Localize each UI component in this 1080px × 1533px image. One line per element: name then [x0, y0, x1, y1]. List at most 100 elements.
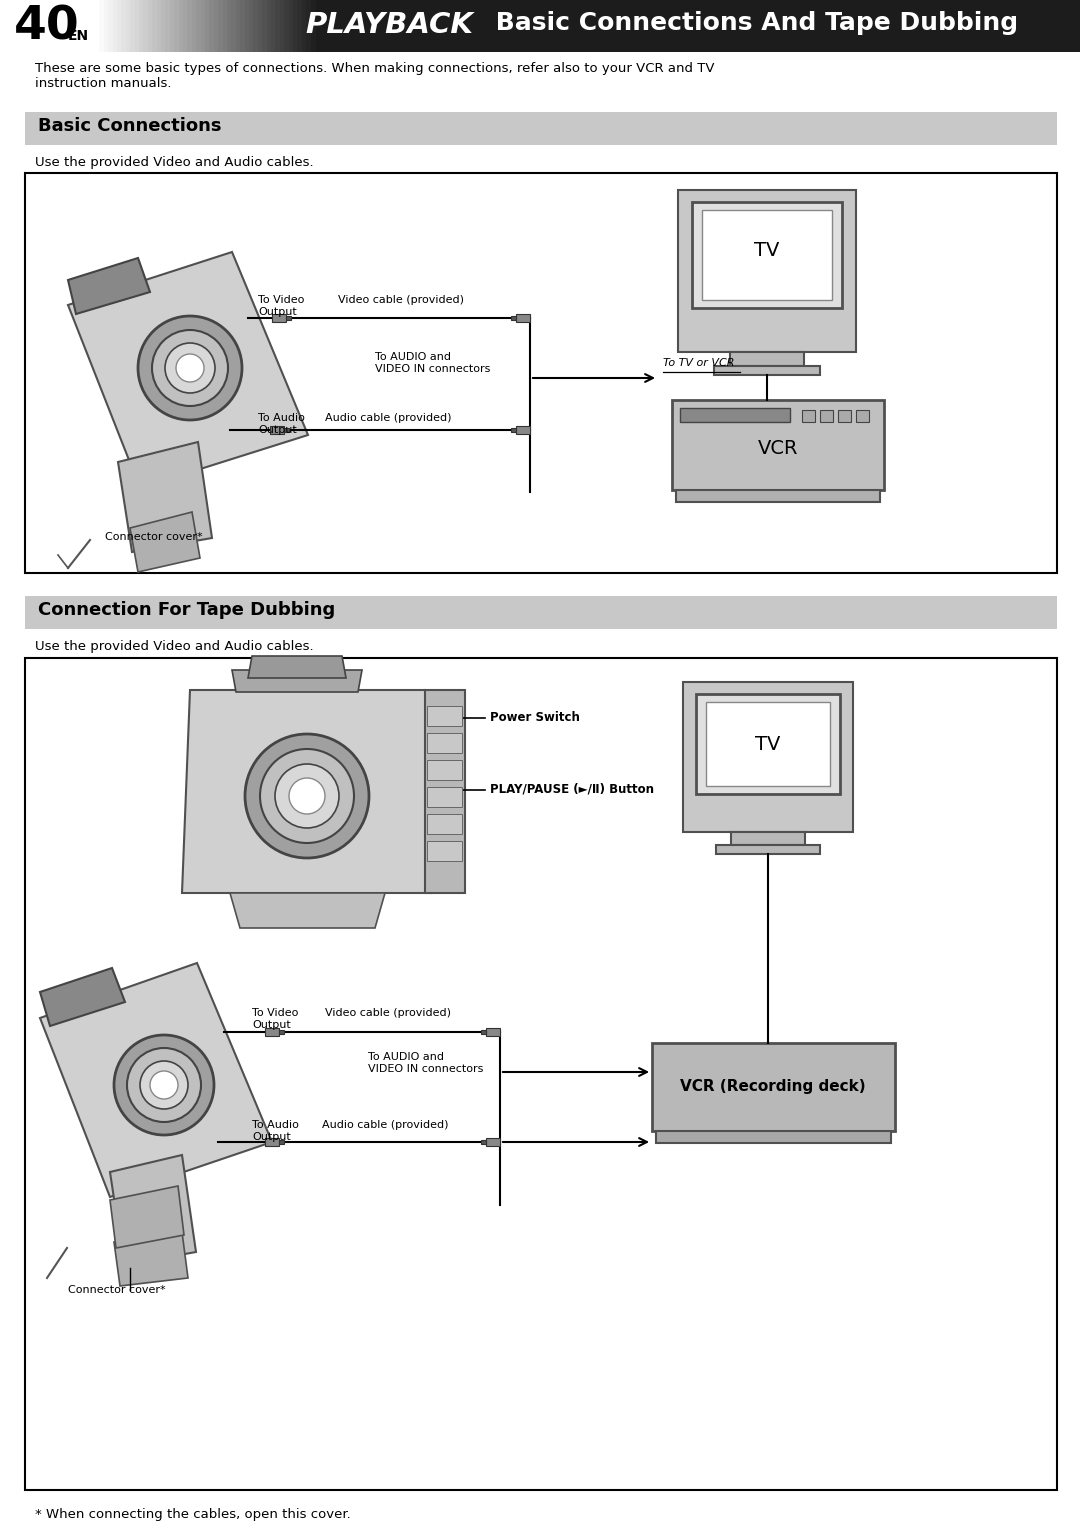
Polygon shape — [426, 690, 465, 894]
Text: Video cable (provided): Video cable (provided) — [338, 294, 464, 305]
Polygon shape — [680, 408, 789, 422]
Text: Connector cover*: Connector cover* — [105, 532, 203, 543]
Bar — [481, 1141, 486, 1144]
Bar — [135, 0, 140, 52]
Bar — [0, 0, 1080, 52]
Bar — [280, 0, 285, 52]
Bar — [125, 0, 131, 52]
Bar — [139, 0, 145, 52]
Text: Video cable (provided): Video cable (provided) — [325, 1009, 451, 1018]
Text: To Video
Output: To Video Output — [252, 1009, 298, 1030]
Text: To TV or VCR: To TV or VCR — [663, 359, 734, 368]
Text: PLAYBACK: PLAYBACK — [305, 11, 473, 38]
Polygon shape — [706, 702, 831, 786]
Polygon shape — [656, 1131, 891, 1144]
Bar — [511, 428, 516, 432]
Bar — [297, 0, 302, 52]
Bar — [231, 0, 237, 52]
Bar — [284, 428, 289, 432]
Circle shape — [275, 763, 339, 828]
Polygon shape — [692, 202, 842, 308]
Bar — [240, 0, 245, 52]
Bar — [284, 0, 289, 52]
Polygon shape — [702, 210, 832, 300]
Polygon shape — [856, 409, 869, 422]
Circle shape — [152, 330, 228, 406]
Bar — [254, 0, 259, 52]
Bar — [161, 0, 166, 52]
Text: To AUDIO and
VIDEO IN connectors: To AUDIO and VIDEO IN connectors — [368, 1052, 484, 1073]
Circle shape — [245, 734, 369, 858]
Bar — [152, 0, 158, 52]
Text: TV: TV — [755, 734, 781, 754]
Circle shape — [127, 1049, 201, 1122]
Bar — [148, 0, 153, 52]
Bar — [262, 0, 268, 52]
Bar — [270, 426, 284, 434]
Polygon shape — [130, 512, 200, 572]
Polygon shape — [427, 733, 462, 753]
Bar — [210, 0, 215, 52]
Polygon shape — [427, 842, 462, 862]
Circle shape — [260, 750, 354, 843]
Text: Use the provided Video and Audio cables.: Use the provided Video and Audio cables. — [35, 156, 313, 169]
Circle shape — [140, 1061, 188, 1108]
Bar — [486, 1029, 500, 1036]
Polygon shape — [652, 1042, 895, 1131]
Bar — [178, 0, 184, 52]
Polygon shape — [40, 967, 125, 1026]
Polygon shape — [427, 760, 462, 780]
Text: TV: TV — [754, 241, 780, 259]
Polygon shape — [68, 251, 308, 487]
Bar — [244, 0, 249, 52]
Polygon shape — [676, 491, 880, 501]
Text: EN: EN — [68, 29, 90, 43]
Bar — [307, 0, 312, 52]
Circle shape — [176, 354, 204, 382]
Polygon shape — [802, 409, 815, 422]
Bar — [227, 0, 232, 52]
Bar — [108, 0, 113, 52]
Text: * When connecting the cables, open this cover.: * When connecting the cables, open this … — [35, 1508, 351, 1521]
Bar — [201, 0, 206, 52]
Bar — [165, 0, 171, 52]
Text: To AUDIO and
VIDEO IN connectors: To AUDIO and VIDEO IN connectors — [375, 353, 490, 374]
Polygon shape — [838, 409, 851, 422]
Text: Audio cable (provided): Audio cable (provided) — [322, 1121, 448, 1130]
Bar — [157, 0, 162, 52]
Bar — [481, 1030, 486, 1033]
Polygon shape — [731, 832, 805, 845]
Polygon shape — [183, 690, 432, 894]
Bar — [183, 0, 188, 52]
Bar — [272, 314, 286, 322]
Bar — [258, 0, 264, 52]
Bar — [218, 0, 224, 52]
Polygon shape — [110, 1154, 195, 1265]
Bar — [516, 426, 530, 434]
Bar — [275, 0, 281, 52]
Bar — [99, 0, 105, 52]
Bar — [25, 658, 1057, 1490]
Bar — [222, 0, 228, 52]
Polygon shape — [716, 845, 820, 854]
Bar — [197, 0, 202, 52]
Bar — [144, 0, 149, 52]
Text: Power Switch: Power Switch — [490, 711, 580, 724]
Circle shape — [165, 343, 215, 392]
Polygon shape — [68, 258, 150, 314]
Circle shape — [114, 1035, 214, 1134]
Text: PLAY/PAUSE (►/Ⅱ) Button: PLAY/PAUSE (►/Ⅱ) Button — [490, 783, 654, 796]
Bar — [265, 1137, 279, 1147]
Polygon shape — [714, 366, 820, 376]
Bar — [511, 316, 516, 320]
Text: Use the provided Video and Audio cables.: Use the provided Video and Audio cables. — [35, 639, 313, 653]
Bar — [25, 173, 1057, 573]
Text: VCR: VCR — [758, 438, 798, 457]
Bar — [131, 0, 136, 52]
Bar — [235, 0, 241, 52]
Polygon shape — [820, 409, 833, 422]
Text: To Audio
Output: To Audio Output — [252, 1121, 299, 1142]
Polygon shape — [232, 670, 362, 691]
Polygon shape — [110, 1187, 184, 1248]
Polygon shape — [427, 707, 462, 727]
